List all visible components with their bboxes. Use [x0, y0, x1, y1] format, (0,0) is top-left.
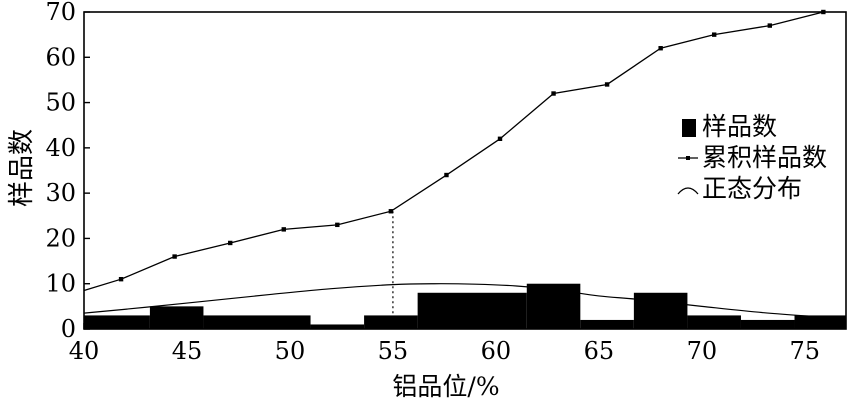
- cumulative-point: [281, 227, 286, 232]
- legend-label-cumulative: 累积样品数: [702, 143, 827, 172]
- legend-label-normal: 正态分布: [702, 174, 802, 203]
- y-tick-label: 70: [45, 0, 76, 26]
- histogram-bar: [203, 315, 311, 329]
- histogram-bar: [417, 292, 527, 329]
- histogram-bar: [364, 315, 418, 329]
- legend-curve-swatch: [677, 187, 699, 195]
- histogram-bar: [794, 315, 846, 329]
- plot-border: [83, 11, 847, 330]
- cumulative-point: [551, 91, 556, 96]
- cumulative-point: [658, 46, 663, 51]
- cumulative-point: [118, 276, 124, 282]
- histogram-bar: [149, 306, 204, 329]
- cumulative-point: [497, 136, 503, 141]
- y-tick-label: 10: [45, 270, 76, 298]
- cumulative-point: [444, 172, 449, 178]
- x-tick-label: 55: [378, 337, 409, 365]
- legend-item-cumulative: 累积样品数: [678, 143, 827, 172]
- histogram-bar: [310, 324, 365, 329]
- cumulative-point: [335, 222, 340, 228]
- y-tick-label: 50: [45, 89, 76, 117]
- histogram-bar: [526, 283, 581, 329]
- legend-item-count: 样品数: [682, 112, 777, 141]
- cumulative-point: [604, 82, 610, 87]
- legend-label-count: 样品数: [702, 112, 777, 141]
- x-tick-label: 60: [481, 337, 512, 365]
- y-tick-label: 0: [61, 315, 76, 343]
- normal-curve-layer: [83, 283, 847, 320]
- x-tick-label: 40: [69, 337, 100, 365]
- y-tick-label: 60: [45, 43, 76, 71]
- y-tick-label: 20: [45, 224, 76, 252]
- cumulative-point: [711, 32, 717, 37]
- legend: 样品数 累积样品数 正态分布: [677, 112, 827, 203]
- histogram-bar: [84, 315, 150, 329]
- x-tick-label: 70: [687, 337, 718, 365]
- x-tick-label: 45: [172, 337, 203, 365]
- x-tick-label: 50: [275, 337, 306, 365]
- normal-distribution-curve: [83, 283, 847, 320]
- y-axis: 0 10 20 30 40 50 60 70: [45, 0, 90, 343]
- y-tick-label: 40: [45, 134, 76, 162]
- histogram-bar: [633, 292, 688, 329]
- cumulative-point: [388, 209, 394, 214]
- cumulative-point: [767, 23, 772, 28]
- bars-layer: [84, 283, 846, 329]
- x-axis: 40 45 50 55 60 65 70 75: [69, 323, 820, 365]
- cumulative-point: [228, 240, 233, 246]
- x-tick-label: 65: [584, 337, 615, 365]
- legend-item-normal: 正态分布: [677, 174, 802, 203]
- x-tick-label: 75: [790, 337, 821, 365]
- legend-bar-swatch: [682, 119, 696, 137]
- y-axis-label: 样品数: [7, 129, 37, 207]
- x-axis-label: 铝品位/%: [392, 372, 499, 401]
- y-tick-label: 30: [45, 179, 76, 207]
- legend-square-marker: [686, 156, 690, 160]
- plot-frame: [83, 11, 847, 330]
- histogram-bar: [687, 315, 741, 329]
- cumulative-point: [172, 254, 177, 259]
- histogram-bar: [740, 319, 795, 329]
- histogram-bar: [580, 319, 634, 329]
